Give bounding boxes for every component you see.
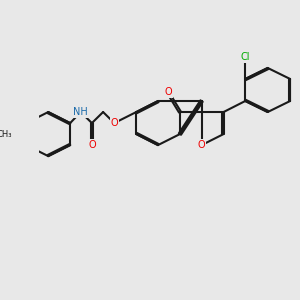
Text: O: O [164, 87, 172, 98]
Text: O: O [88, 140, 96, 150]
Text: O: O [110, 118, 118, 128]
Text: O: O [198, 140, 206, 150]
Text: Cl: Cl [241, 52, 250, 62]
Text: NH: NH [73, 107, 88, 117]
Text: CH₃: CH₃ [0, 130, 12, 139]
